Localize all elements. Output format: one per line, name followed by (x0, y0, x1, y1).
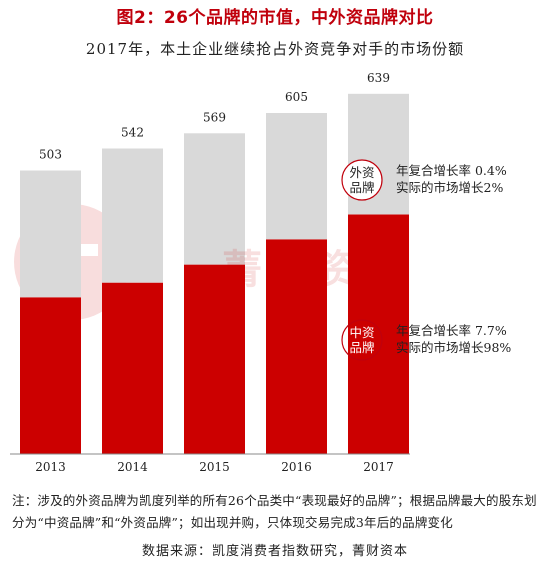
annotation-text-line: 年复合增长率 7.7% (396, 323, 507, 338)
bar-domestic-2015 (184, 264, 245, 454)
total-label-2016: 605 (285, 90, 308, 104)
bar-foreign-2013 (20, 170, 81, 298)
total-labels-group: 503 542 569 605 639 (39, 71, 390, 162)
chart-title: 2017年，本土企业继续抢占外资竞争对手的市场份额 (85, 40, 465, 58)
watermark-text: 菁财资本 (222, 247, 414, 293)
footnote: 注：涉及的外资品牌为凯度列举的所有26个品类中“表现最好的品牌”；根据品牌最大的… (12, 493, 537, 530)
bar-domestic-2016 (266, 239, 327, 454)
figure-title: 图2：26个品牌的市值，中外资品牌对比 (116, 8, 434, 28)
bar-domestic-2013 (20, 297, 81, 454)
total-label-2013: 503 (39, 148, 62, 162)
annotation-badge-text: 中资 (349, 325, 374, 340)
x-tick-2017: 2017 (363, 460, 394, 474)
annotation-domestic: 中资品牌 年复合增长率 7.7% 实际的市场增长98% (341, 319, 511, 361)
bar-domestic-2017 (348, 214, 409, 454)
total-label-2015: 569 (203, 110, 226, 124)
bar-domestic-2014 (102, 282, 163, 454)
x-tick-2014: 2014 (117, 460, 148, 474)
total-label-2014: 542 (121, 126, 144, 140)
annotation-text-line: 实际的市场增长2% (396, 180, 503, 195)
stacked-bar-chart: 503 542 569 605 639 2013 2014 2015 2016 2017 菁财资… (10, 71, 511, 474)
x-tick-2015: 2015 (199, 460, 230, 474)
x-tick-2013: 2013 (35, 460, 66, 474)
x-tick-labels-group: 2013 2014 2015 2016 2017 (35, 460, 394, 474)
x-tick-2016: 2016 (281, 460, 312, 474)
total-label-2017: 639 (367, 71, 390, 85)
annotation-badge-circle (341, 159, 383, 201)
data-source: 数据来源：凯度消费者指数研究，菁财资本 (141, 544, 408, 559)
bar-foreign-2015 (184, 133, 245, 265)
annotation-text-line: 实际的市场增长98% (396, 340, 511, 355)
bar-foreign-2016 (266, 113, 327, 240)
bars-group (20, 93, 409, 454)
annotation-badge-text: 品牌 (349, 180, 374, 195)
annotation-foreign: 外资品牌 年复合增长率 0.4% 实际的市场增长2% (341, 159, 507, 201)
annotation-text-line: 年复合增长率 0.4% (396, 163, 507, 178)
annotation-badge-text: 品牌 (349, 340, 374, 355)
annotation-badge-circle (341, 319, 383, 361)
bar-foreign-2014 (102, 148, 163, 283)
annotation-badge-text: 外资 (349, 165, 374, 180)
